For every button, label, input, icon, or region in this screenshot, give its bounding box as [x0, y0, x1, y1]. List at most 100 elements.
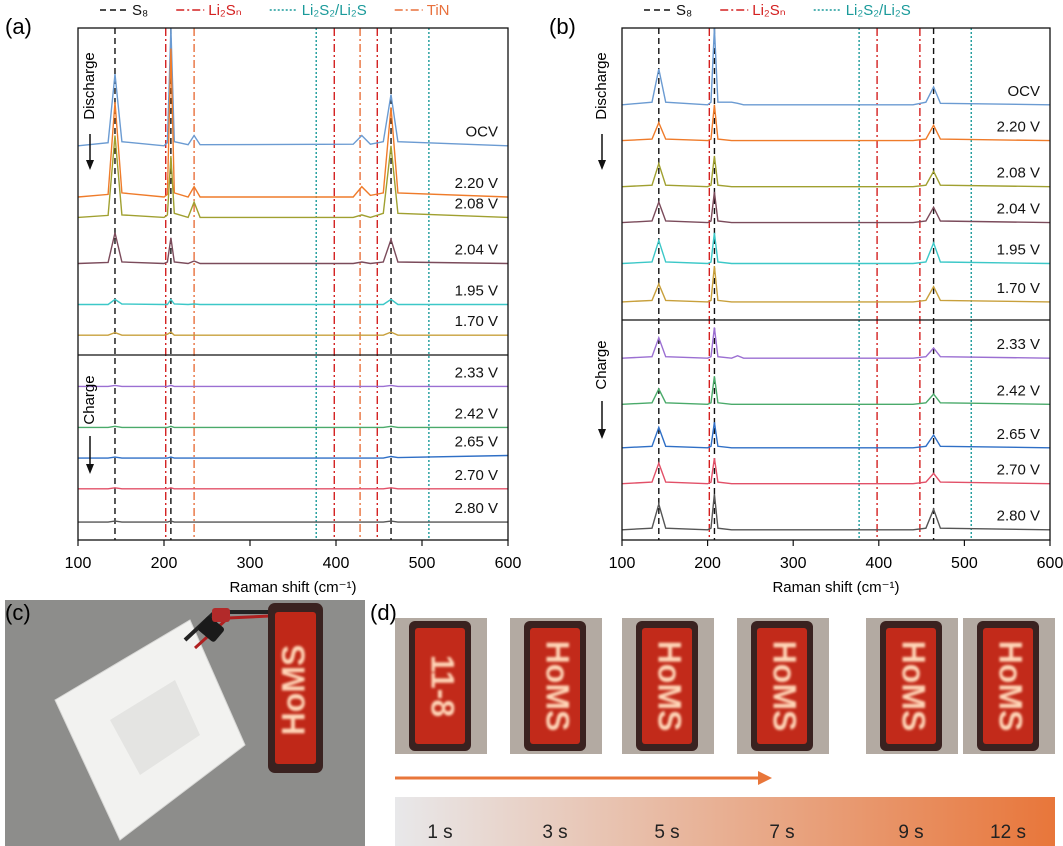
series-label: 2.80 V	[997, 508, 1040, 525]
legend-label: Li₂Sₙ	[208, 2, 242, 19]
annotation: Charge	[593, 340, 610, 389]
led-text: HoMS	[993, 641, 1029, 732]
legend-label: Li₂S₂/Li₂S	[846, 2, 911, 19]
x-tick-label: 600	[495, 555, 522, 572]
annotation: Discharge	[81, 52, 98, 120]
x-tick-label: 200	[694, 555, 721, 572]
annotation: Discharge	[593, 52, 610, 120]
spectrum	[78, 298, 508, 306]
series-label: OCV	[465, 124, 498, 141]
x-tick-label: 100	[65, 555, 92, 572]
spectrum	[622, 327, 1050, 359]
annotation: Charge	[81, 375, 98, 424]
time-label: 12 s	[990, 822, 1026, 843]
series-label: 2.80 V	[455, 500, 498, 517]
series-label: 2.04 V	[455, 241, 498, 258]
spectrum	[78, 48, 508, 198]
spectrum	[78, 232, 508, 265]
spectrum	[78, 135, 508, 219]
legend-label: TiN	[427, 2, 450, 19]
x-axis-title: Raman shift (cm⁻¹)	[772, 579, 899, 596]
time-label: 7 s	[769, 822, 794, 843]
led-text: 11-8	[425, 655, 461, 717]
spectrum	[78, 27, 508, 147]
led-text: HoMS	[540, 641, 576, 732]
spectrum	[78, 487, 508, 490]
series-label: OCV	[1007, 83, 1040, 100]
x-tick-label: 200	[151, 555, 178, 572]
timeline	[395, 771, 1055, 846]
series-label: 1.95 V	[997, 241, 1040, 258]
time-label: 9 s	[898, 822, 923, 843]
panel-label: (d)	[370, 600, 397, 625]
x-tick-label: 100	[609, 555, 636, 572]
panel-label: (c)	[5, 600, 31, 625]
led-text: HoMS	[896, 641, 932, 732]
series-label: 1.70 V	[455, 313, 498, 330]
photo-c	[5, 600, 365, 846]
legend-label: Li₂Sₙ	[752, 2, 786, 19]
series-label: 2.04 V	[997, 201, 1040, 218]
led-screen	[530, 628, 580, 744]
spectrum	[78, 454, 508, 459]
led-text: HoMS	[767, 641, 803, 732]
x-tick-label: 500	[409, 555, 436, 572]
spectrum	[622, 191, 1050, 224]
plot-frame	[77, 27, 509, 541]
series-label: 2.42 V	[455, 405, 498, 422]
led-screen	[757, 628, 807, 744]
led-text: HoMS	[275, 645, 311, 736]
led-text: HoMS	[652, 641, 688, 732]
arrow-head	[598, 429, 606, 439]
spectrum	[622, 104, 1050, 142]
series-label: 2.33 V	[997, 336, 1040, 353]
arrow-head	[598, 160, 606, 170]
series-label: 2.20 V	[997, 119, 1040, 136]
spectrum	[622, 27, 1050, 106]
spectrum	[78, 384, 508, 388]
series-label: 2.70 V	[997, 462, 1040, 479]
time-label: 3 s	[542, 822, 567, 843]
led-screen	[642, 628, 692, 744]
series-label: 2.08 V	[997, 165, 1040, 182]
spectrum	[622, 266, 1050, 303]
arrow-head	[86, 464, 94, 474]
x-tick-label: 400	[865, 555, 892, 572]
time-label: 5 s	[654, 822, 679, 843]
x-tick-label: 300	[237, 555, 264, 572]
series-label: 2.42 V	[997, 382, 1040, 399]
series-label: 1.95 V	[455, 282, 498, 299]
x-axis-title: Raman shift (cm⁻¹)	[229, 579, 356, 596]
series-label: 2.65 V	[997, 426, 1040, 443]
spectrum	[622, 155, 1050, 188]
spectrum	[622, 457, 1050, 485]
series-label: 2.33 V	[455, 364, 498, 381]
spectrum	[622, 422, 1050, 449]
series-label: 2.70 V	[455, 467, 498, 484]
legend-label: S₈	[676, 2, 692, 19]
x-tick-label: 500	[951, 555, 978, 572]
x-tick-label: 300	[780, 555, 807, 572]
panel-label: (a)	[5, 14, 32, 39]
spectrum	[622, 232, 1050, 265]
panel-label: (b)	[549, 14, 576, 39]
plot-frame	[621, 27, 1051, 541]
arrow-head	[86, 160, 94, 170]
spectrum	[78, 331, 508, 336]
time-label: 1 s	[427, 822, 452, 843]
x-tick-label: 400	[323, 555, 350, 572]
spectrum	[622, 376, 1050, 406]
led-screen	[886, 628, 936, 744]
legend-label: S₈	[132, 2, 148, 19]
led-screen	[415, 628, 465, 744]
legend-label: Li₂S₂/Li₂S	[302, 2, 367, 19]
series-label: 1.70 V	[997, 280, 1040, 297]
spectrum	[78, 425, 508, 429]
x-tick-label: 600	[1037, 555, 1063, 572]
led-screen	[983, 628, 1033, 744]
series-label: 2.20 V	[455, 175, 498, 192]
spectrum	[78, 520, 508, 523]
series-label: 2.08 V	[455, 195, 498, 212]
spectrum	[622, 493, 1050, 531]
